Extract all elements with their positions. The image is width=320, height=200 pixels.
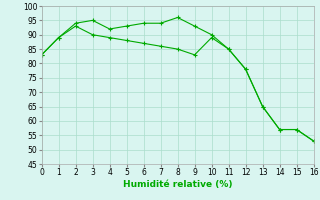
- X-axis label: Humidité relative (%): Humidité relative (%): [123, 180, 232, 189]
